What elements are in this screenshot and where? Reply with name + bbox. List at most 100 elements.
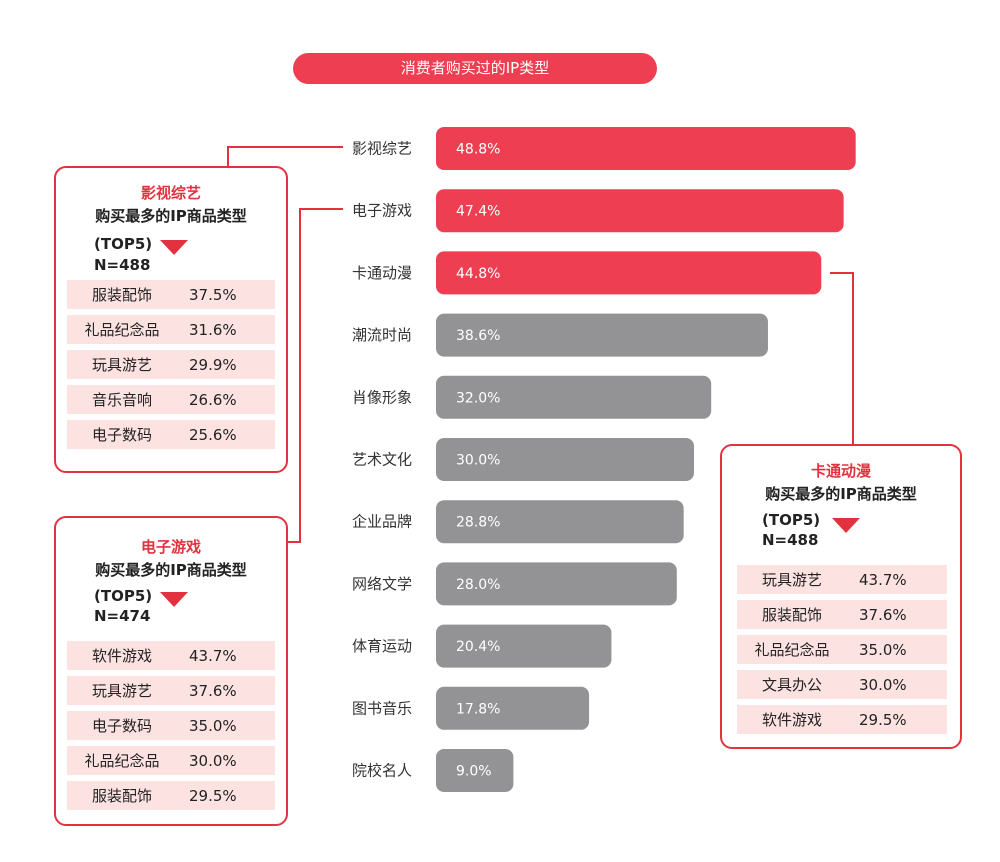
list-item: 玩具游艺 43.7% [737,565,947,594]
data-label: 17.8% [456,701,500,717]
row-category: 软件游戏 [91,647,152,665]
category-label: 影视综艺 [352,140,412,158]
callout-panel-katong: 卡通动漫 购买最多的IP商品类型 (TOP5) N=488 玩具游艺 43.7% … [720,444,962,749]
row-percent: 35.0% [189,716,237,735]
bar [436,749,514,792]
row-category: 礼品纪念品 [84,752,160,770]
panel-n-label: N=474 [94,607,151,625]
data-label: 44.8% [456,266,500,282]
list-item: 软件游戏 43.7% [67,641,275,670]
list-item: 服装配饰 29.5% [67,781,275,810]
row-percent: 43.7% [859,570,907,589]
row-percent: 35.0% [859,640,907,659]
down-triangle-icon [160,240,188,255]
row-category: 礼品纪念品 [754,641,830,659]
panel-subtitle: 购买最多的IP商品类型 [95,561,247,579]
list-item: 文具办公 30.0% [737,670,947,699]
connector-youxi [286,208,343,543]
data-label: 28.0% [456,577,500,593]
data-label: 38.6% [456,328,500,344]
row-percent: 30.0% [859,675,907,694]
row-percent: 29.5% [189,786,237,805]
row-percent: 26.6% [189,390,237,409]
bar [436,500,684,544]
list-item: 玩具游艺 37.6% [67,676,275,705]
category-label: 艺术文化 [352,451,412,469]
down-triangle-icon [832,518,860,533]
panel-subtitle: 购买最多的IP商品类型 [765,485,917,503]
bar [436,562,677,606]
panel-title: 影视综艺 [140,184,201,202]
category-label: 图书音乐 [352,699,412,717]
row-percent: 37.5% [189,285,237,304]
category-label: 肖像形象 [352,388,412,406]
panel-top-label: (TOP5) [94,587,153,605]
data-label: 20.4% [456,639,500,655]
row-percent: 43.7% [189,646,237,665]
category-label: 企业品牌 [352,513,412,531]
category-label: 潮流时尚 [352,326,412,344]
data-label: 32.0% [456,390,500,406]
data-label: 30.0% [456,453,500,469]
row-category: 礼品纪念品 [84,321,160,339]
callout-panel-yingshi: 影视综艺 购买最多的IP商品类型 (TOP5) N=488 服装配饰 37.5% … [54,166,288,473]
connector-katong [830,272,854,446]
list-item: 服装配饰 37.5% [67,280,275,309]
list-item: 音乐音响 26.6% [67,385,275,414]
data-label: 9.0% [456,764,492,780]
row-percent: 37.6% [189,681,237,700]
row-percent: 29.5% [859,710,907,729]
list-item: 玩具游艺 29.9% [67,350,275,379]
category-label: 院校名人 [352,762,412,780]
panel-n-label: N=488 [94,256,151,274]
list-item: 礼品纪念品 30.0% [67,746,275,775]
bar [436,375,712,419]
panel-rows: 服装配饰 37.5% 礼品纪念品 31.6% 玩具游艺 29.9% 音乐音响 26.6%… [67,280,275,455]
row-percent: 30.0% [189,751,237,770]
row-category: 服装配饰 [91,286,152,304]
panel-rows: 软件游戏 43.7% 玩具游艺 37.6% 电子数码 35.0% 礼品纪念品 30.0%… [67,641,275,816]
panel-rows: 玩具游艺 43.7% 服装配饰 37.6% 礼品纪念品 35.0% 文具办公 30.0%… [737,565,947,740]
row-category: 玩具游艺 [91,682,152,700]
bar [436,686,590,730]
down-triangle-icon [160,592,188,607]
bar [436,127,856,170]
row-category: 音乐音响 [91,391,152,409]
list-item: 礼品纪念品 31.6% [67,315,275,344]
bar [436,438,694,481]
row-percent: 37.6% [859,605,907,624]
data-label: 47.4% [456,204,500,220]
list-item: 电子数码 25.6% [67,420,275,449]
row-category: 玩具游艺 [91,356,152,374]
panel-top-label: (TOP5) [94,235,153,253]
list-item: 服装配饰 37.6% [737,600,947,629]
callout-connectors [227,146,854,543]
data-label: 48.8% [456,142,500,158]
bar [436,189,844,233]
row-percent: 29.9% [189,355,237,374]
panel-title: 电子游戏 [140,538,201,556]
row-category: 电子数码 [91,717,152,735]
connector-yingshi [227,146,343,170]
bar [436,313,768,357]
list-item: 软件游戏 29.5% [737,705,947,734]
panel-n-label: N=488 [762,531,819,549]
row-category: 文具办公 [761,676,822,694]
category-label: 体育运动 [352,637,412,655]
row-category: 玩具游艺 [761,571,822,589]
row-category: 服装配饰 [761,606,822,624]
data-label: 28.8% [456,515,500,531]
panel-subtitle: 购买最多的IP商品类型 [95,207,247,225]
row-category: 软件游戏 [761,711,822,729]
list-item: 礼品纪念品 35.0% [737,635,947,664]
chart-title: 消费者购买过的IP类型 [293,53,657,84]
category-label: 电子游戏 [352,202,412,220]
bars-group: 影视综艺 48.8% 电子游戏 47.4% 卡通动漫 44.8% 潮流时尚 38.6% 肖像形象… [352,127,856,792]
row-percent: 31.6% [189,320,237,339]
panel-title: 卡通动漫 [810,462,871,480]
list-item: 电子数码 35.0% [67,711,275,740]
category-label: 网络文学 [352,575,412,593]
row-category: 服装配饰 [91,787,152,805]
row-percent: 25.6% [189,425,237,444]
